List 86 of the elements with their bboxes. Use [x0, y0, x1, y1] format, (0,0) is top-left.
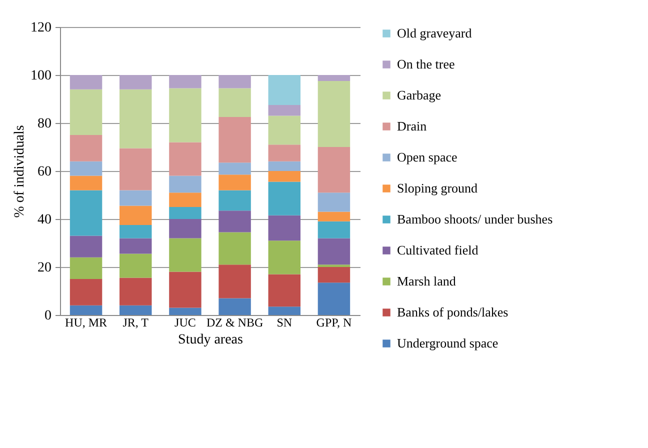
bar — [70, 89, 102, 135]
bar — [218, 298, 251, 315]
bar — [70, 75, 102, 90]
x-tick-label: JR, T — [122, 316, 150, 330]
bar — [268, 161, 300, 171]
bar — [120, 305, 152, 315]
bar — [318, 212, 350, 222]
bar — [218, 174, 251, 190]
bar — [268, 116, 300, 145]
y-tick-label: 60 — [38, 164, 52, 180]
x-tick-label: GPP, N — [316, 316, 352, 330]
bar — [268, 215, 300, 241]
bar — [218, 232, 251, 265]
x-axis-title: Study areas — [178, 332, 243, 348]
bar — [218, 210, 251, 232]
x-tick-label: DZ & NBG — [206, 316, 264, 330]
bar — [268, 171, 300, 182]
bar — [268, 240, 300, 274]
bar — [218, 117, 251, 163]
bar — [70, 135, 102, 162]
y-tick-label: 40 — [38, 212, 52, 228]
bar — [268, 182, 300, 216]
legend-label: Open space — [397, 150, 458, 164]
legend-label: Garbage — [397, 88, 442, 102]
bar — [218, 75, 251, 88]
legend-label: Drain — [397, 118, 428, 134]
bar — [120, 89, 152, 148]
bar — [169, 308, 202, 315]
bar — [70, 305, 102, 315]
bar — [169, 75, 202, 88]
bar — [169, 176, 202, 193]
bar — [120, 148, 152, 190]
legend-label: Banks of ponds/lakes — [397, 304, 508, 320]
legend-label: Underground space — [397, 336, 498, 350]
bar — [318, 282, 350, 315]
bar — [268, 75, 300, 105]
bar — [70, 190, 102, 236]
bar — [218, 190, 251, 211]
bar — [120, 225, 152, 238]
x-tick-label: JUC — [174, 316, 196, 330]
x-tick-label: HU, MR — [65, 316, 108, 330]
bar — [169, 272, 202, 308]
legend-label: On the tree — [397, 56, 455, 72]
bar — [70, 161, 102, 176]
bar — [318, 221, 350, 238]
bar — [169, 192, 202, 207]
bar — [318, 81, 350, 147]
y-axis-title: % of individuals — [12, 125, 28, 218]
bar — [318, 192, 350, 212]
bar — [218, 88, 251, 117]
y-tick-label: 80 — [38, 116, 52, 132]
y-tick-label: 100 — [30, 68, 52, 84]
bar — [70, 236, 102, 258]
y-tick-label: 0 — [44, 308, 52, 324]
y-tick-label: 120 — [30, 20, 52, 36]
bar — [318, 147, 350, 193]
legend-label: Sloping ground — [397, 180, 478, 196]
bar — [268, 306, 300, 315]
y-tick-label: 20 — [38, 260, 52, 276]
bar — [120, 254, 152, 278]
legend-label: Bamboo shoots/ under bushes — [397, 212, 553, 226]
bar — [318, 75, 350, 81]
bar — [120, 190, 152, 206]
bar — [169, 142, 202, 176]
x-tick-label: SN — [276, 316, 292, 330]
bar — [120, 278, 152, 306]
bar — [268, 274, 300, 307]
bar — [169, 219, 202, 238]
bar — [169, 88, 202, 142]
bar — [218, 162, 251, 175]
legend-label: Marsh land — [397, 274, 456, 288]
legend-label: Cultivated field — [397, 242, 479, 258]
bar — [169, 238, 202, 272]
bar — [70, 176, 102, 190]
bar — [169, 207, 202, 219]
bar — [120, 206, 152, 225]
bar — [70, 257, 102, 279]
legend-label: Old graveyard — [397, 26, 472, 40]
bar — [318, 267, 350, 283]
bar — [70, 279, 102, 306]
bar — [218, 264, 251, 298]
bar — [120, 75, 152, 90]
bar — [120, 238, 152, 254]
bar — [268, 105, 300, 116]
bar — [268, 144, 300, 162]
bar — [318, 238, 350, 265]
